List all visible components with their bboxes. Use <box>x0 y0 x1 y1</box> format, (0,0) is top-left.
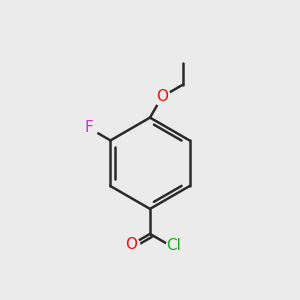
Text: O: O <box>125 238 137 253</box>
Text: Cl: Cl <box>167 238 182 253</box>
Text: F: F <box>84 120 93 135</box>
Text: O: O <box>156 89 168 104</box>
